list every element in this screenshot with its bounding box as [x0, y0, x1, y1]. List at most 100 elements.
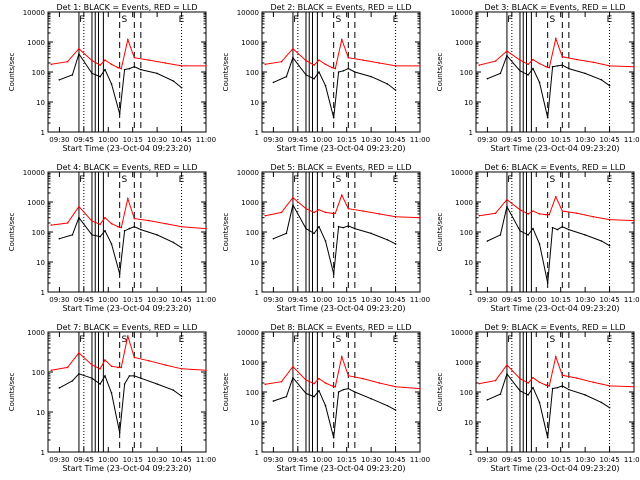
- data-point-lld: [280, 60, 283, 63]
- y-tick-label: 10000: [23, 9, 45, 17]
- data-point-lld: [318, 377, 320, 380]
- x-axis-label: Start Time (23-Oct-04 09:23:20): [490, 304, 619, 313]
- data-point-lld: [378, 62, 381, 64]
- data-point-events: [172, 389, 175, 392]
- data-point-events: [546, 116, 549, 119]
- data-point-events: [272, 81, 275, 84]
- data-point-events: [386, 404, 389, 407]
- data-point-lld: [347, 56, 350, 59]
- x-tick-label: 10:15: [123, 456, 143, 464]
- panel-3: Det 3: BLACK = Events, RED = LLD F S E 1 10 10…: [436, 3, 640, 153]
- y-tick-label: 100: [32, 69, 45, 77]
- data-point-lld: [324, 211, 327, 214]
- y-tick-label: 1000: [241, 359, 259, 367]
- data-point-events: [354, 391, 356, 393]
- x-tick-label: 10:00: [98, 456, 118, 464]
- marker-letter-S: S: [336, 335, 342, 345]
- data-point-lld: [305, 379, 307, 381]
- data-point-lld: [264, 214, 267, 217]
- data-point-events: [561, 385, 564, 387]
- data-point-events: [546, 282, 549, 284]
- data-point-events: [58, 78, 61, 81]
- data-point-lld: [633, 219, 635, 222]
- data-point-lld: [110, 63, 113, 66]
- y-tick-label: 1000: [27, 329, 45, 337]
- data-point-lld: [318, 208, 320, 211]
- x-tick-label: 11:00: [410, 136, 430, 144]
- data-point-lld: [117, 66, 119, 69]
- data-point-lld: [334, 67, 337, 70]
- data-point-events: [99, 383, 101, 385]
- data-point-lld: [331, 212, 333, 215]
- panel-7: Det 7: BLACK = Events, RED = LLD F S E 1 10 10…: [8, 323, 216, 473]
- data-point-lld: [148, 59, 150, 61]
- data-point-lld: [292, 365, 294, 368]
- data-point-events: [332, 273, 335, 275]
- data-point-lld: [264, 383, 267, 386]
- data-point-lld: [545, 384, 547, 386]
- data-point-lld: [506, 198, 508, 201]
- plot-frame: [261, 171, 421, 293]
- data-point-lld: [104, 359, 106, 361]
- marker-letter-F: F: [79, 335, 84, 345]
- data-point-lld: [334, 385, 337, 388]
- data-point-events: [71, 74, 74, 76]
- data-point-events: [386, 238, 389, 241]
- data-point-events: [78, 216, 80, 219]
- data-point-events: [318, 225, 320, 228]
- x-tick-label: 10:30: [147, 296, 167, 304]
- x-tick-label: 09:30: [49, 296, 69, 304]
- data-point-lld: [104, 216, 106, 219]
- x-tick-label: 11:00: [624, 456, 640, 464]
- data-point-events: [608, 406, 611, 409]
- data-point-events: [99, 235, 101, 238]
- data-point-events: [608, 84, 611, 87]
- data-point-lld: [313, 382, 315, 385]
- series-line-lld: [479, 36, 635, 69]
- data-point-lld: [66, 60, 69, 63]
- y-tick-label: 1000: [241, 199, 259, 207]
- data-point-lld: [506, 50, 508, 52]
- data-point-events: [600, 240, 603, 242]
- data-point-events: [123, 68, 126, 71]
- panel-1: Det 1: BLACK = Events, RED = LLD F S E 1 10 10…: [8, 3, 216, 153]
- x-tick-label: 10:00: [312, 136, 332, 144]
- data-point-events: [532, 386, 534, 389]
- data-point-lld: [341, 355, 343, 358]
- data-point-lld: [633, 65, 635, 68]
- data-point-events: [128, 67, 131, 70]
- x-tick-label: 10:15: [337, 456, 357, 464]
- data-point-lld: [576, 58, 578, 61]
- x-tick-label: 10:00: [312, 296, 332, 304]
- data-point-lld: [527, 213, 529, 215]
- x-tick-label: 10:30: [147, 456, 167, 464]
- y-tick-label: 10000: [237, 169, 259, 177]
- data-point-events: [347, 387, 350, 390]
- data-point-events: [506, 373, 508, 375]
- marker-letter-F: F: [507, 335, 512, 345]
- x-tick-label: 09:30: [263, 456, 283, 464]
- data-point-lld: [378, 213, 381, 215]
- data-point-lld: [313, 64, 315, 66]
- marker-letter-F: F: [507, 15, 512, 25]
- panel-title: Det 9: BLACK = Events, RED = LLD: [485, 323, 626, 332]
- data-point-lld: [99, 64, 101, 66]
- series-line-events: [487, 372, 610, 438]
- y-tick-label: 10: [464, 99, 473, 107]
- data-point-lld: [148, 360, 150, 362]
- y-tick-label: 1000: [455, 39, 473, 47]
- data-point-lld: [545, 213, 547, 216]
- data-point-lld: [548, 385, 551, 387]
- data-point-events: [527, 234, 529, 236]
- panel-title: Det 4: BLACK = Events, RED = LLD: [57, 163, 198, 172]
- data-point-lld: [419, 387, 421, 390]
- marker-letter-S: S: [122, 175, 128, 185]
- panel-8: Det 8: BLACK = Events, RED = LLD F S E 1 10 10…: [222, 323, 430, 473]
- data-point-events: [285, 395, 288, 398]
- data-point-lld: [120, 226, 123, 229]
- marker-letter-E: E: [393, 335, 399, 345]
- data-point-lld: [164, 62, 167, 64]
- marker-letter-F: F: [293, 175, 298, 185]
- data-point-events: [104, 375, 106, 377]
- x-axis-label: Start Time (23-Oct-04 09:23:20): [276, 144, 405, 153]
